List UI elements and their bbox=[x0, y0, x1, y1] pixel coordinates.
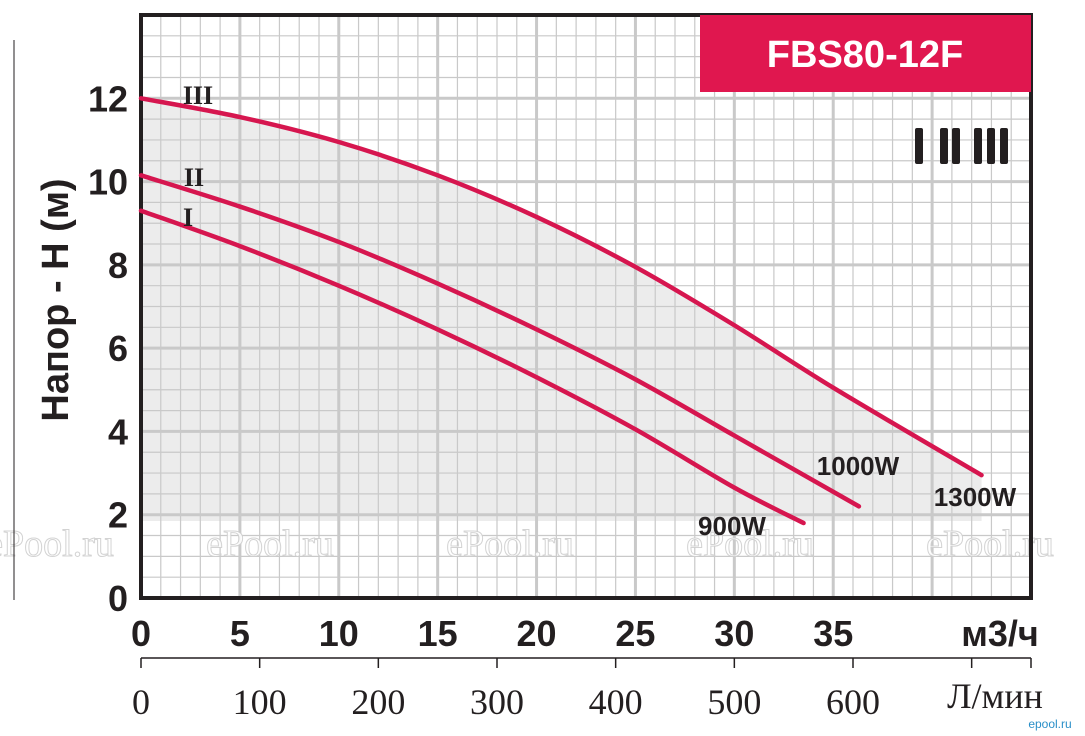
speed-label-II: II bbox=[184, 163, 204, 192]
speed-label-III: III bbox=[183, 81, 213, 110]
y-tick-label: 12 bbox=[88, 78, 128, 119]
x-tick-label: 20 bbox=[517, 613, 557, 654]
power-label-1000W: 1000W bbox=[817, 451, 900, 481]
speed-icon-bar bbox=[915, 128, 923, 164]
x-tick-label: 5 bbox=[230, 613, 250, 654]
speed-icon-bar bbox=[1000, 128, 1008, 164]
y-tick-label: 0 bbox=[108, 578, 128, 619]
y-tick-label: 4 bbox=[108, 411, 128, 452]
x-tick-label: 35 bbox=[813, 613, 853, 654]
x2-tick-label: 0 bbox=[132, 682, 150, 722]
y-tick-label: 6 bbox=[108, 328, 128, 369]
speed-icon-bar bbox=[952, 128, 960, 164]
plot-frame bbox=[13, 13, 1033, 668]
y-tick-label: 10 bbox=[88, 162, 128, 203]
speed-label-I: I bbox=[183, 203, 193, 232]
plot-border bbox=[139, 13, 1033, 600]
x2-tick-label: 400 bbox=[589, 682, 643, 722]
y-tick-label: 8 bbox=[108, 245, 128, 286]
performance-curves bbox=[138, 96, 984, 526]
shaded-area bbox=[141, 98, 982, 521]
model-badge: FBS80-12F bbox=[700, 15, 1031, 92]
curve-speed-I bbox=[138, 208, 806, 526]
x2-tick-label: 200 bbox=[351, 682, 405, 722]
x-tick-label: 10 bbox=[319, 613, 359, 654]
model-name: FBS80-12F bbox=[767, 34, 963, 76]
y-tick-label: 2 bbox=[108, 495, 128, 536]
y-axis-title: Напор - H (м) bbox=[35, 178, 77, 421]
watermark-text: ePool.ru bbox=[926, 523, 1054, 565]
operating-range-band bbox=[141, 98, 982, 521]
watermark-text: ePool.ru bbox=[446, 523, 574, 565]
corner-site-mark: epool.ru bbox=[1028, 717, 1071, 731]
x-tick-label: 25 bbox=[615, 613, 655, 654]
watermark-text: ePool.ru bbox=[686, 523, 814, 565]
x2-axis-unit: Л/мин bbox=[947, 676, 1043, 716]
x-tick-label: 0 bbox=[131, 613, 151, 654]
speed-icon-bar bbox=[987, 128, 995, 164]
x-tick-label: 30 bbox=[714, 613, 754, 654]
x2-tick-label: 300 bbox=[470, 682, 524, 722]
model-badge-bg bbox=[700, 15, 1031, 92]
grid-lines bbox=[141, 15, 1031, 598]
power-label-900W: 900W bbox=[698, 511, 766, 541]
x-tick-label: 15 bbox=[418, 613, 458, 654]
curve-speed-III bbox=[138, 96, 984, 478]
x2-tick-label: 600 bbox=[826, 682, 880, 722]
watermark-text: ePool.ru bbox=[0, 523, 114, 565]
power-label-1300W: 1300W bbox=[934, 482, 1017, 512]
speed-icon-bar bbox=[974, 128, 982, 164]
x2-tick-label: 100 bbox=[233, 682, 287, 722]
speed-icon-bar bbox=[940, 128, 948, 164]
x2-tick-label: 500 bbox=[707, 682, 761, 722]
speed-selector-icon: I II III bbox=[915, 128, 1008, 164]
x-axis-unit: м3/ч bbox=[961, 613, 1039, 654]
watermark-layer: ePool.ru ePool.ru ePool.ru ePool.ru ePool.ru bbox=[0, 523, 1054, 566]
watermark-text: ePool.ru bbox=[206, 523, 334, 565]
curve-speed-II bbox=[138, 173, 862, 509]
